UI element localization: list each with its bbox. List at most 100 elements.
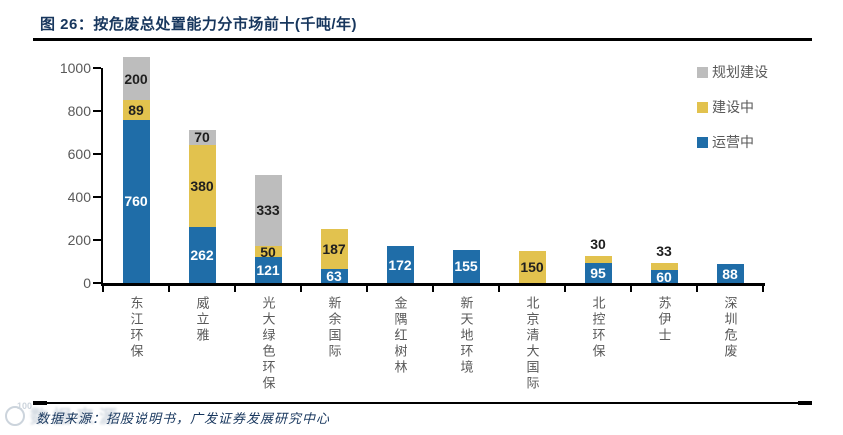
x-axis-tick: [564, 286, 566, 292]
legend-label: 规划建设: [712, 64, 768, 80]
y-axis-tick: [93, 196, 101, 198]
x-axis-tick: [234, 286, 236, 292]
bar-group: 63 187: [320, 68, 348, 284]
x-axis-tick: [300, 286, 302, 292]
bar-segment: [122, 100, 150, 120]
bar-segment: [188, 144, 216, 227]
bar-segment: [254, 257, 282, 283]
x-axis-label-text: 北控环保: [590, 296, 606, 360]
y-axis-tick-label: 800: [67, 103, 91, 119]
data-source: 数据来源：招股说明书，广发证券发展研究中心: [36, 411, 331, 426]
bar-segment: [122, 119, 150, 283]
bar-value-label: 150: [520, 258, 544, 275]
x-axis-line: [101, 283, 765, 286]
watermark-badge-icon: 100: [5, 401, 32, 426]
x-axis-label: 东江环保: [103, 296, 169, 360]
x-axis-tick: [432, 286, 434, 292]
y-axis-line: [101, 68, 103, 285]
x-axis-label-text: 新余国际: [326, 296, 342, 360]
x-axis-label: 北京清大国际: [499, 296, 565, 392]
bar-group: 760 89 200: [122, 57, 150, 283]
bar-segment: [254, 246, 282, 257]
legend-swatch-icon: [697, 101, 708, 113]
legend-item: 规划建设: [697, 62, 768, 82]
legend-swatch-icon: [697, 136, 708, 148]
title-divider: [33, 38, 812, 41]
plot-area: 0 200 400 600 800 1000 760 89 200 东江环保 262 380 70 威立雅…: [60, 57, 765, 392]
x-axis-label-text: 深圳危废: [722, 296, 738, 360]
x-axis-tick: [762, 286, 764, 292]
x-axis-tick: [498, 286, 500, 292]
y-axis-tick: [93, 239, 101, 241]
bar-segment: [518, 250, 546, 283]
x-axis-tick: [696, 286, 698, 292]
bar-value-label: 30: [590, 236, 606, 253]
y-axis-tick-label: 600: [67, 146, 91, 162]
bar-value-label: 33: [656, 243, 672, 260]
footer-divider: [33, 401, 812, 405]
x-axis-label-text: 光大绿色环保: [260, 296, 276, 392]
x-axis-tick: [102, 286, 104, 292]
x-axis-tick: [168, 286, 170, 292]
legend-label: 建设中: [712, 99, 754, 115]
bar-value-label: 89: [128, 102, 144, 119]
bar-group: 150: [518, 68, 546, 283]
legend-label: 运营中: [712, 134, 754, 150]
x-axis-label: 新天地环境: [433, 296, 499, 376]
figure-title: 图 26：按危废总处置能力分市场前十(千吨/年): [40, 16, 358, 33]
bar-value-label: 187: [322, 241, 346, 258]
y-axis-tick-label: 400: [67, 189, 91, 205]
x-axis-label-text: 北京清大国际: [524, 296, 540, 392]
x-axis-label: 新余国际: [301, 296, 367, 360]
x-axis-label: 深圳危废: [697, 296, 763, 360]
legend-item: 建设中: [697, 97, 768, 117]
bar-segment: [650, 263, 678, 271]
bar-value-label: 262: [190, 246, 214, 263]
bar-group: 155: [452, 68, 480, 283]
bar-segment: [254, 174, 282, 247]
x-axis-label: 金隅红树林: [367, 296, 433, 376]
bar-group: 95 30: [584, 68, 612, 283]
x-axis-tick: [630, 286, 632, 292]
y-axis-tick: [93, 153, 101, 155]
x-axis-label: 苏伊士: [631, 296, 697, 344]
bar-segment: [584, 256, 612, 263]
x-axis-label: 光大绿色环保: [235, 296, 301, 392]
y-axis-tick: [93, 67, 101, 69]
y-axis-tick-label: 0: [83, 275, 91, 291]
bar-value-label: 95: [590, 264, 606, 281]
y-axis-tick: [93, 282, 101, 284]
bar-value-label: 333: [256, 202, 280, 219]
bar-value-label: 155: [454, 258, 478, 275]
x-axis-label-text: 苏伊士: [656, 296, 672, 344]
bar-value-label: 172: [388, 256, 412, 273]
bar-segment: [584, 262, 612, 283]
y-axis-tick-label: 200: [67, 232, 91, 248]
chart-legend: 规划建设建设中运营中: [697, 62, 768, 167]
bar-group: 121 50 333: [254, 68, 282, 283]
x-axis-label-text: 金隅红树林: [392, 296, 408, 376]
footer-divider-left-cap: [33, 401, 47, 405]
bar-segment: [188, 226, 216, 283]
bar-segment: [320, 269, 348, 283]
legend-item: 运营中: [697, 132, 768, 152]
x-axis-label-text: 东江环保: [128, 296, 144, 360]
y-axis-tick-label: 1000: [59, 60, 91, 76]
bar-value-label: 50: [260, 243, 276, 260]
legend-swatch-icon: [697, 66, 708, 78]
bar-value-label: 63: [326, 268, 342, 285]
bar-segment: [716, 264, 744, 283]
bar-value-label: 88: [722, 265, 738, 282]
x-axis-tick: [366, 286, 368, 292]
bar-segment: [650, 270, 678, 283]
x-axis-label: 北控环保: [565, 296, 631, 360]
bar-value-label: 60: [656, 268, 672, 285]
footer-divider-right-cap: [798, 401, 812, 405]
y-axis-tick: [93, 110, 101, 112]
bar-group: 262 380 70: [188, 68, 216, 283]
bar-segment: [320, 229, 348, 270]
bar-segment: [188, 129, 216, 145]
bar-value-label: 121: [256, 262, 280, 278]
x-axis-label-text: 新天地环境: [458, 296, 474, 376]
